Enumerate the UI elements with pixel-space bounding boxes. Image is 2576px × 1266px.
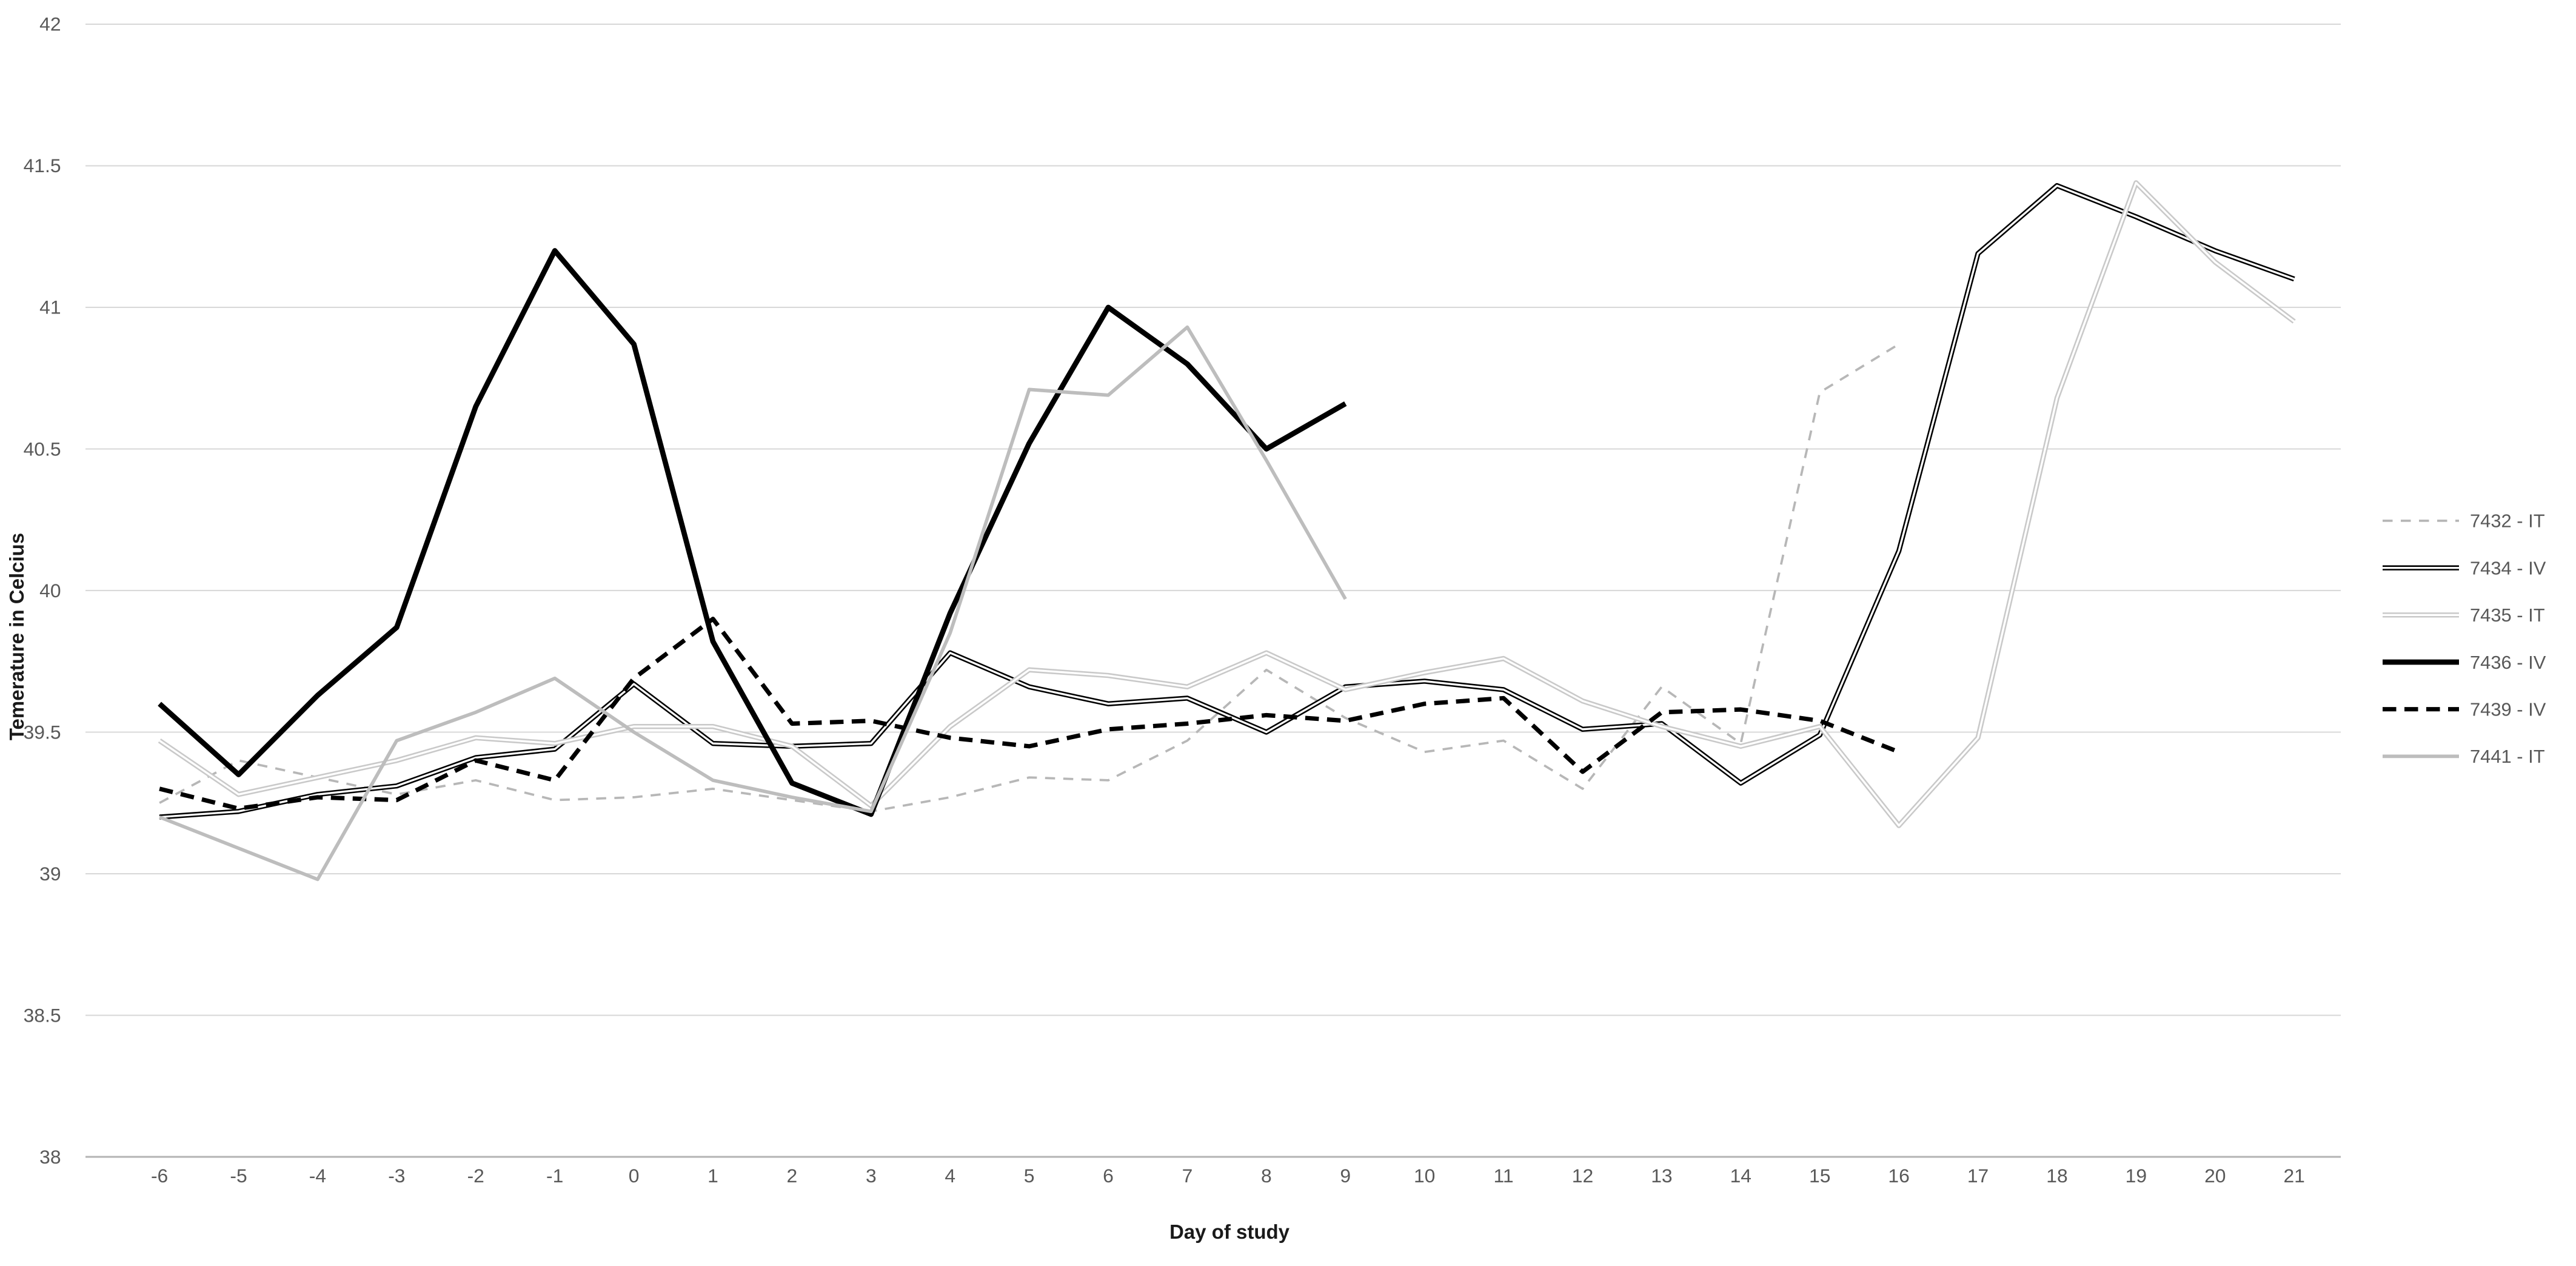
x-tick-label-5: 5 [1024, 1165, 1035, 1187]
x-tick-label-0: 0 [629, 1165, 640, 1187]
x-tick-label-9: 9 [1340, 1165, 1351, 1187]
legend-item-7441-it[interactable]: 7441 - IT [2383, 746, 2545, 767]
x-tick-label-10: 10 [1414, 1165, 1435, 1187]
legend-label-7441-it: 7441 - IT [2470, 746, 2545, 767]
legend-label-7435-it: 7435 - IT [2470, 605, 2545, 626]
legend-item-7439-iv[interactable]: 7439 - IV [2383, 699, 2546, 720]
x-tick-label-2: 2 [787, 1165, 798, 1187]
x-tick-label--4: -4 [309, 1165, 326, 1187]
x-tick-label--5: -5 [230, 1165, 247, 1187]
legend-item-7435-it[interactable]: 7435 - IT [2383, 605, 2545, 626]
legend-label-7439-iv: 7439 - IV [2470, 699, 2546, 720]
y-axis-title: Temerature in Celcius [5, 533, 28, 740]
legend-item-7434-iv[interactable]: 7434 - IV [2383, 557, 2546, 578]
x-tick-label-17: 17 [1967, 1165, 1989, 1187]
y-tick-label-41.5: 41.5 [24, 155, 61, 176]
y-tick-label-40: 40 [39, 580, 61, 601]
series-line-7439-iv [159, 617, 1900, 811]
y-tick-label-42: 42 [39, 13, 61, 35]
x-tick-label-11: 11 [1494, 1165, 1514, 1187]
legend-item-7432-it[interactable]: 7432 - IT [2383, 511, 2545, 532]
x-tick-label-8: 8 [1261, 1165, 1272, 1187]
x-tick-label-12: 12 [1572, 1165, 1593, 1187]
x-tick-label-4: 4 [945, 1165, 955, 1187]
legend-label-7432-it: 7432 - IT [2470, 511, 2545, 532]
series-line-7435-it [158, 180, 2296, 828]
x-tick-label-16: 16 [1888, 1165, 1909, 1187]
series-line-7432-it [159, 343, 1900, 813]
series-line-7434-iv [159, 183, 2295, 820]
series-line-white-core-7434-iv [159, 184, 2295, 819]
legend-label-7436-iv: 7436 - IV [2470, 652, 2546, 673]
y-tick-label-38.5: 38.5 [24, 1004, 61, 1026]
x-tick-label-19: 19 [2126, 1165, 2147, 1187]
y-tick-label-41: 41 [39, 296, 61, 318]
x-tick-label-3: 3 [866, 1165, 877, 1187]
x-tick-label-7: 7 [1182, 1165, 1193, 1187]
y-tick-label-38: 38 [39, 1146, 61, 1168]
series-line-white-core-7435-it [159, 181, 2295, 827]
x-axis-title: Day of study [1169, 1221, 1290, 1243]
x-tick-label-18: 18 [2046, 1165, 2067, 1187]
x-tick-label-21: 21 [2283, 1165, 2304, 1187]
x-tick-label--3: -3 [388, 1165, 405, 1187]
x-tick-label-15: 15 [1809, 1165, 1830, 1187]
x-tick-label--2: -2 [467, 1165, 484, 1187]
series-line-7436-iv [158, 248, 1347, 817]
x-tick-label-6: 6 [1103, 1165, 1114, 1187]
legend: 7432 - IT 7434 - IV 7435 - IT 7436 - IV 7439… [2383, 511, 2546, 767]
x-tick-label-14: 14 [1730, 1165, 1751, 1187]
x-tick-label--1: -1 [546, 1165, 563, 1187]
legend-label-7434-iv: 7434 - IV [2470, 557, 2546, 578]
x-tick-label--6: -6 [151, 1165, 168, 1187]
legend-item-7436-iv[interactable]: 7436 - IV [2383, 652, 2546, 673]
y-tick-label-40.5: 40.5 [24, 438, 61, 460]
series-line-7441-it [159, 325, 1347, 882]
x-tick-label-1: 1 [708, 1165, 718, 1187]
y-tick-label-39: 39 [39, 863, 61, 885]
x-tick-label-20: 20 [2204, 1165, 2226, 1187]
y-tick-label-39.5: 39.5 [24, 721, 61, 743]
x-tick-label-13: 13 [1651, 1165, 1672, 1187]
